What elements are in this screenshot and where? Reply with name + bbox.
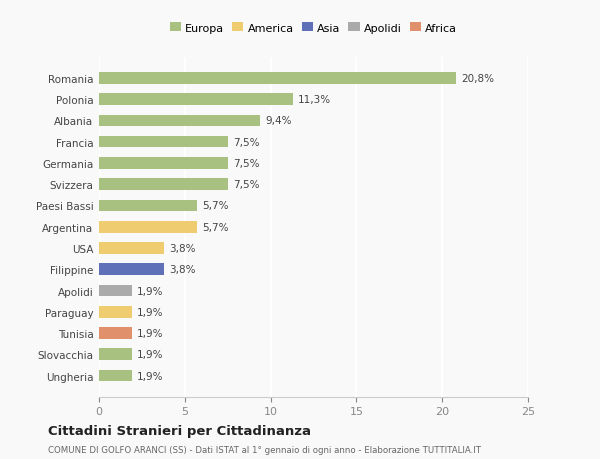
Text: 5,7%: 5,7% <box>202 201 229 211</box>
Text: 9,4%: 9,4% <box>265 116 292 126</box>
Legend: Europa, America, Asia, Apolidi, Africa: Europa, America, Asia, Apolidi, Africa <box>166 19 461 38</box>
Bar <box>99 306 131 318</box>
Bar <box>99 370 131 381</box>
Text: 1,9%: 1,9% <box>137 307 163 317</box>
Text: 7,5%: 7,5% <box>233 180 259 190</box>
Bar <box>99 94 293 106</box>
Bar <box>99 221 197 233</box>
Bar <box>99 136 228 148</box>
Bar <box>99 115 260 127</box>
Text: 3,8%: 3,8% <box>169 265 196 274</box>
Bar <box>99 285 131 297</box>
Text: Cittadini Stranieri per Cittadinanza: Cittadini Stranieri per Cittadinanza <box>48 424 311 437</box>
Bar <box>99 73 456 84</box>
Text: COMUNE DI GOLFO ARANCI (SS) - Dati ISTAT al 1° gennaio di ogni anno - Elaborazio: COMUNE DI GOLFO ARANCI (SS) - Dati ISTAT… <box>48 445 481 454</box>
Text: 1,9%: 1,9% <box>137 350 163 359</box>
Text: 1,9%: 1,9% <box>137 371 163 381</box>
Bar <box>99 158 228 169</box>
Bar <box>99 327 131 339</box>
Text: 5,7%: 5,7% <box>202 222 229 232</box>
Text: 20,8%: 20,8% <box>461 73 494 84</box>
Bar <box>99 243 164 254</box>
Text: 1,9%: 1,9% <box>137 328 163 338</box>
Bar <box>99 264 164 275</box>
Text: 7,5%: 7,5% <box>233 137 259 147</box>
Bar <box>99 179 228 190</box>
Text: 11,3%: 11,3% <box>298 95 331 105</box>
Text: 7,5%: 7,5% <box>233 158 259 168</box>
Text: 1,9%: 1,9% <box>137 286 163 296</box>
Bar <box>99 200 197 212</box>
Text: 3,8%: 3,8% <box>169 243 196 253</box>
Bar <box>99 349 131 360</box>
